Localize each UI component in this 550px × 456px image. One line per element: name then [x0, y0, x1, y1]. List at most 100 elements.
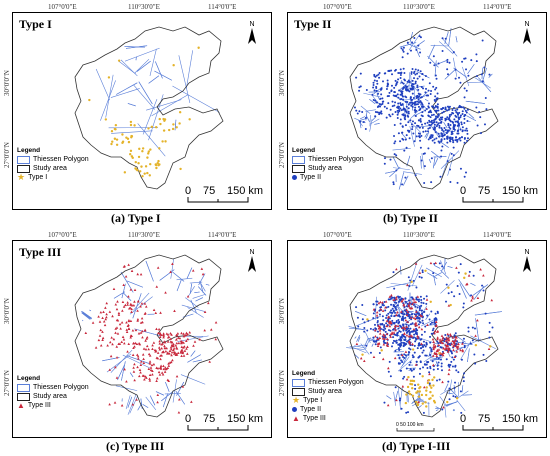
- legend-thiessen: Thiessen Polygon: [292, 378, 364, 387]
- legend-thiessen: Thiessen Polygon: [292, 155, 364, 164]
- legend-study-area: Study area: [292, 387, 364, 396]
- legend-study-area-label: Study area: [308, 165, 342, 172]
- coord-top-1: 107°0'0"E: [323, 3, 352, 11]
- inset-scale-bar: 0 50 100 km: [396, 422, 436, 434]
- legend-thiessen-label: Thiessen Polygon: [308, 156, 364, 163]
- type2-dot-icon: [292, 175, 297, 180]
- type3-triangle-icon: ▲: [17, 401, 25, 410]
- thiessen-lines: [354, 28, 493, 190]
- coord-left-2: 27°0'0"N: [278, 370, 286, 396]
- panel-d: 107°0'0"E 110°30'0"E 114°0'0"E 30°0'0"N …: [275, 228, 550, 456]
- legend-title: Legend: [292, 370, 316, 377]
- scale-0: 0: [185, 185, 192, 197]
- map-b: [349, 26, 499, 190]
- legend-study-area-label: Study area: [308, 388, 342, 395]
- coord-left-2: 27°0'0"N: [3, 142, 11, 168]
- study-area-swatch: [17, 164, 30, 173]
- scale-75: 75: [478, 413, 491, 425]
- panel-a: 107°0'0"E 110°30'0"E 114°0'0"E 30°0'0"N …: [0, 0, 275, 228]
- panel-c: 107°0'0"E 110°30'0"E 114°0'0"E 30°0'0"N …: [0, 228, 275, 456]
- scale-75: 75: [203, 413, 216, 425]
- map-c: [74, 254, 224, 418]
- legend-type1-label: Type I: [28, 174, 48, 181]
- thiessen-swatch: [17, 155, 30, 164]
- coord-top-2: 110°30'0"E: [403, 231, 435, 239]
- type3-triangle-icon: ▲: [292, 414, 300, 423]
- map-frame-c: Type III N Legend Thiessen Polygon Study…: [12, 240, 272, 438]
- coord-left-1: 30°0'0"N: [278, 70, 286, 96]
- map-frame-b: Type II N Legend Thiessen Polygon Study …: [287, 12, 547, 210]
- scale-150: 150 km: [227, 413, 264, 425]
- coord-top-2: 110°30'0"E: [128, 231, 160, 239]
- north-label: N: [524, 21, 530, 28]
- study-area-swatch: [17, 392, 30, 401]
- scale-0: 0: [460, 185, 467, 197]
- thiessen-swatch: [292, 378, 305, 387]
- study-area-swatch: [292, 387, 305, 396]
- legend-type1: ★ Type I: [17, 173, 89, 182]
- thiessen-lines: [81, 258, 210, 415]
- map-title-a: Type I: [19, 17, 52, 31]
- legend-study-area-label: Study area: [33, 165, 67, 172]
- legend-b: Legend Thiessen Polygon Study area Type …: [292, 146, 364, 182]
- scale-150: 150 km: [227, 185, 264, 197]
- legend-type3-label: Type III: [302, 415, 326, 422]
- map-title-b: Type II: [294, 17, 332, 31]
- legend-type2-label: Type II: [300, 174, 322, 181]
- coord-left-1: 30°0'0"N: [3, 70, 11, 96]
- coord-top-2: 110°30'0"E: [403, 3, 435, 11]
- legend-type3: ▲ Type III: [292, 414, 364, 423]
- map-title-c: Type III: [19, 245, 62, 259]
- legend-type1: ★ Type I: [292, 396, 364, 405]
- thiessen-lines: [95, 45, 220, 157]
- scale-bar-c: 0 75 150 km: [185, 413, 263, 431]
- site-points: [353, 35, 491, 186]
- coord-top-3: 114°0'0"E: [208, 231, 237, 239]
- north-arrow-b: N: [522, 21, 532, 46]
- panel-b: 107°0'0"E 110°30'0"E 114°0'0"E 30°0'0"N …: [275, 0, 550, 228]
- scale-bar-b: 0 75 150 km: [460, 185, 538, 203]
- legend-type3-label: Type III: [27, 402, 51, 409]
- legend-a: Legend Thiessen Polygon Study area ★ Type…: [17, 146, 89, 182]
- coord-top-3: 114°0'0"E: [483, 231, 512, 239]
- legend-type2: Type II: [292, 405, 364, 414]
- type1-star-icon: ★: [17, 172, 26, 182]
- north-label: N: [249, 21, 255, 28]
- legend-thiessen: Thiessen Polygon: [17, 383, 89, 392]
- north-label: N: [249, 249, 255, 256]
- caption-b: (b) Type II: [383, 211, 438, 225]
- legend-type2-label: Type II: [300, 406, 322, 413]
- coord-left-1: 30°0'0"N: [278, 298, 286, 324]
- scale-0: 0: [460, 413, 467, 425]
- type2-dot-icon: [292, 407, 297, 412]
- north-arrow-d: N: [522, 249, 532, 274]
- legend-type3: ▲ Type III: [17, 401, 89, 410]
- scale-75: 75: [478, 185, 491, 197]
- study-area-swatch: [292, 164, 305, 173]
- legend-study-area: Study area: [292, 164, 364, 173]
- legend-d: Legend Thiessen Polygon Study area ★ Type…: [292, 369, 364, 423]
- coord-left-2: 27°0'0"N: [278, 142, 286, 168]
- coord-top-1: 107°0'0"E: [48, 231, 77, 239]
- thiessen-lines: [346, 258, 502, 418]
- coord-left-2: 27°0'0"N: [3, 370, 11, 396]
- coord-top-3: 114°0'0"E: [208, 3, 237, 11]
- legend-type2: Type II: [292, 173, 364, 182]
- type1-star-icon: ★: [292, 395, 301, 405]
- coord-top-1: 107°0'0"E: [323, 231, 352, 239]
- thiessen-swatch: [292, 155, 305, 164]
- legend-title: Legend: [292, 147, 316, 154]
- legend-title: Legend: [17, 375, 41, 382]
- legend-thiessen-label: Thiessen Polygon: [308, 379, 364, 386]
- study-area-outline: [349, 254, 499, 418]
- scale-0: 0: [185, 413, 192, 425]
- study-area-outline: [74, 254, 224, 418]
- study-area-outline: [74, 26, 224, 190]
- north-label: N: [524, 249, 530, 256]
- map-frame-a: Type I N Legend Thiessen Polygon Study a…: [12, 12, 272, 210]
- legend-type1-label: Type I: [303, 397, 323, 404]
- site-points: [355, 261, 494, 414]
- scale-bar-a: 0 75 150 km: [185, 185, 263, 203]
- legend-title: Legend: [17, 147, 41, 154]
- map-frame-d: N Legend Thiessen Polygon Study area ★ Ty…: [287, 240, 547, 438]
